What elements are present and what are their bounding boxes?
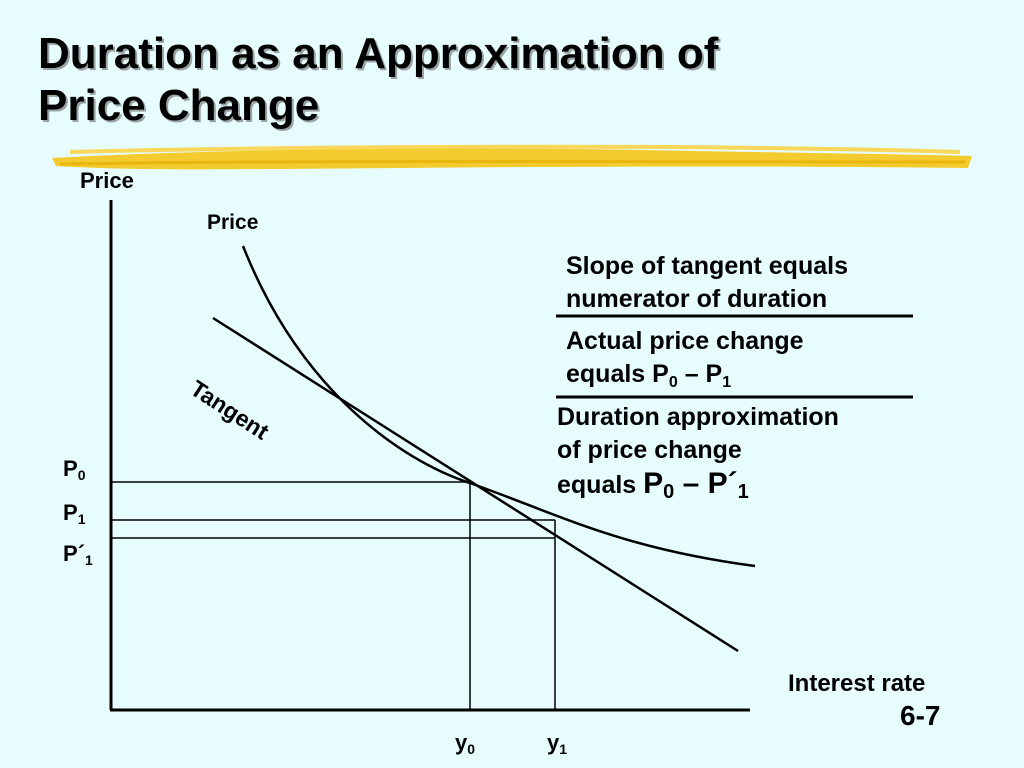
slope-note-line-2: numerator of duration bbox=[566, 285, 828, 313]
approx-note-line-2: of price change bbox=[557, 436, 742, 464]
p1-prime-label: P´1 bbox=[63, 541, 93, 568]
slope-note: Slope of tangent equals numerator of dur… bbox=[566, 250, 848, 316]
y-axis-label: Price bbox=[80, 168, 134, 193]
title-line-1: Duration as an Approximation of bbox=[38, 29, 719, 78]
y0-sub: 0 bbox=[467, 741, 476, 757]
actual-minus: – bbox=[677, 360, 706, 388]
actual-p0-sub: 0 bbox=[668, 374, 678, 391]
actual-note-line-2: equals P0 – P1 bbox=[566, 358, 804, 399]
y0-base: y bbox=[455, 730, 468, 755]
approx-p0-sub: 0 bbox=[663, 481, 675, 503]
p0-label: P0 bbox=[63, 456, 85, 483]
y1-label: y1 bbox=[547, 730, 567, 757]
p1-prime-mark: ´ bbox=[77, 541, 86, 566]
y1-base: y bbox=[547, 730, 560, 755]
p1-sub: 1 bbox=[77, 511, 86, 527]
duration-approx-note: Duration approximation of price change e… bbox=[557, 401, 839, 509]
slope-note-line-1: Slope of tangent equals bbox=[566, 252, 848, 280]
p1-label: P1 bbox=[63, 500, 85, 527]
slide-number: 6-7 bbox=[900, 700, 941, 731]
actual-p0: P bbox=[652, 360, 669, 388]
y0-label: y0 bbox=[455, 730, 475, 757]
curve-label: Price bbox=[207, 211, 259, 234]
p1-base: P bbox=[63, 500, 78, 525]
x-axis-label: Interest rate bbox=[788, 670, 926, 697]
approx-prefix: equals bbox=[557, 471, 644, 499]
actual-p1-sub: 1 bbox=[722, 374, 732, 391]
tangent-line bbox=[212, 316, 739, 653]
y1-sub: 1 bbox=[559, 741, 568, 757]
approx-minus: – bbox=[674, 467, 708, 500]
approx-p0: P bbox=[643, 467, 664, 500]
p0-sub: 0 bbox=[77, 467, 86, 483]
approx-note-line-3: equals P0 – P´1 bbox=[557, 467, 839, 509]
title-underline-highlight bbox=[52, 144, 972, 170]
title-line-2: Price Change bbox=[38, 81, 320, 130]
p1-prime-sub: 1 bbox=[85, 552, 93, 568]
p0-base: P bbox=[63, 456, 78, 481]
p1-prime-base: P bbox=[63, 541, 78, 566]
approx-note-line-1: Duration approximation bbox=[557, 403, 839, 431]
approx-p1-prime: P´ bbox=[707, 467, 738, 500]
actual-change-note: Actual price change equals P0 – P1 bbox=[566, 325, 804, 399]
actual-prefix: equals bbox=[566, 360, 653, 388]
actual-p1: P bbox=[705, 360, 723, 388]
actual-note-line-1: Actual price change bbox=[566, 327, 804, 355]
approx-p1-prime-sub: 1 bbox=[737, 481, 749, 503]
slide-title: Duration as an Approximation of Price Ch… bbox=[38, 28, 718, 132]
